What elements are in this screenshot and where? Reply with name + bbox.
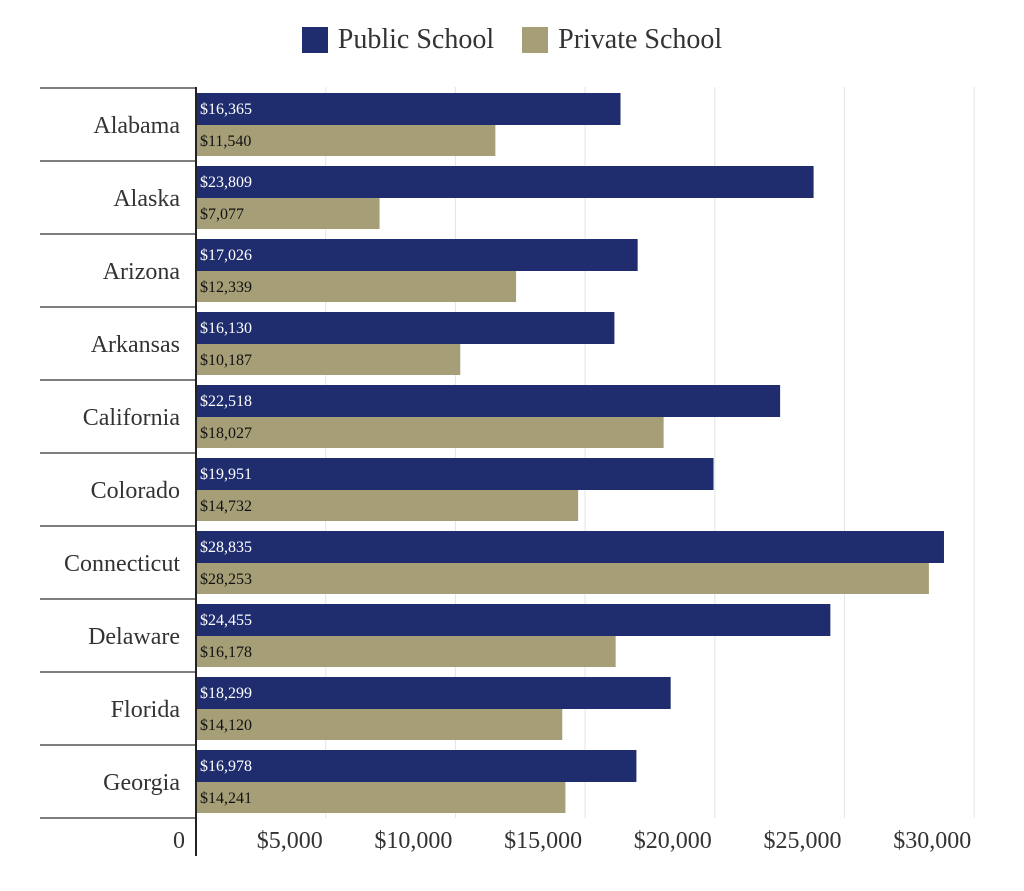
bar-public-connecticut [196,531,944,563]
data-label-public-connecticut: $28,835 [200,539,252,556]
bar-private-alaska [196,198,380,229]
legend: Public School Private School [0,22,1024,58]
data-label-public-delaware: $24,455 [200,612,252,629]
legend-label-public: Public School [337,24,495,55]
data-label-public-alaska: $23,809 [200,174,252,191]
data-label-private-connecticut: $28,253 [200,571,252,588]
category-label-california: California [83,405,181,431]
x-tick-label-6: $30,000 [893,828,971,854]
data-label-public-california: $22,518 [200,393,252,410]
bar-private-delaware [196,636,616,667]
data-label-public-arizona: $17,026 [200,247,252,264]
bar-private-arkansas [196,344,461,375]
data-label-private-florida: $14,120 [200,717,252,734]
legend-swatch-public [301,27,328,53]
category-label-delaware: Delaware [88,624,180,650]
bar-public-alabama [196,93,621,125]
x-tick-label-1: $5,000 [257,828,323,854]
category-label-arizona: Arizona [103,259,181,285]
category-label-colorado: Colorado [91,478,180,504]
legend-item-private[interactable]: Private School [522,24,722,56]
legend-item-public[interactable]: Public School [301,24,495,56]
data-label-private-georgia: $14,241 [200,790,252,807]
bar-public-delaware [196,604,831,636]
bar-private-georgia [196,782,566,813]
x-tick-label-4: $20,000 [634,828,712,854]
category-label-alabama: Alabama [93,113,180,139]
data-label-public-florida: $18,299 [200,685,252,702]
bar-private-connecticut [196,563,929,594]
bar-public-arkansas [196,312,615,344]
data-label-private-arizona: $12,339 [200,279,252,296]
bar-private-colorado [196,490,579,521]
bar-private-california [196,417,664,448]
data-label-private-colorado: $14,732 [200,498,252,515]
bar-public-arizona [196,239,638,271]
legend-swatch-private [522,27,549,53]
category-label-connecticut: Connecticut [64,551,180,577]
data-label-private-alaska: $7,077 [200,206,244,223]
category-label-florida: Florida [111,697,181,723]
bar-private-arizona [196,271,517,302]
bar-public-georgia [196,750,637,782]
category-label-alaska: Alaska [113,186,180,212]
x-tick-label-0: 0 [173,828,185,854]
data-label-private-california: $18,027 [200,425,252,442]
data-label-public-georgia: $16,978 [200,758,252,775]
x-tick-label-5: $25,000 [764,828,842,854]
bar-private-florida [196,709,563,740]
bar-private-alabama [196,125,496,156]
x-tick-label-2: $10,000 [374,828,452,854]
bar-public-california [196,385,781,417]
x-tick-label-3: $15,000 [504,828,582,854]
bar-public-alaska [196,166,814,198]
data-label-private-delaware: $16,178 [200,644,252,661]
legend-label-private: Private School [558,24,723,55]
data-label-public-arkansas: $16,130 [200,320,252,337]
category-label-georgia: Georgia [103,770,180,796]
data-label-public-colorado: $19,951 [200,466,252,483]
bar-public-colorado [196,458,714,490]
category-label-arkansas: Arkansas [91,332,180,358]
data-label-private-arkansas: $10,187 [200,352,252,369]
bar-public-florida [196,677,671,709]
data-label-private-alabama: $11,540 [200,133,251,150]
data-label-public-alabama: $16,365 [200,101,252,118]
